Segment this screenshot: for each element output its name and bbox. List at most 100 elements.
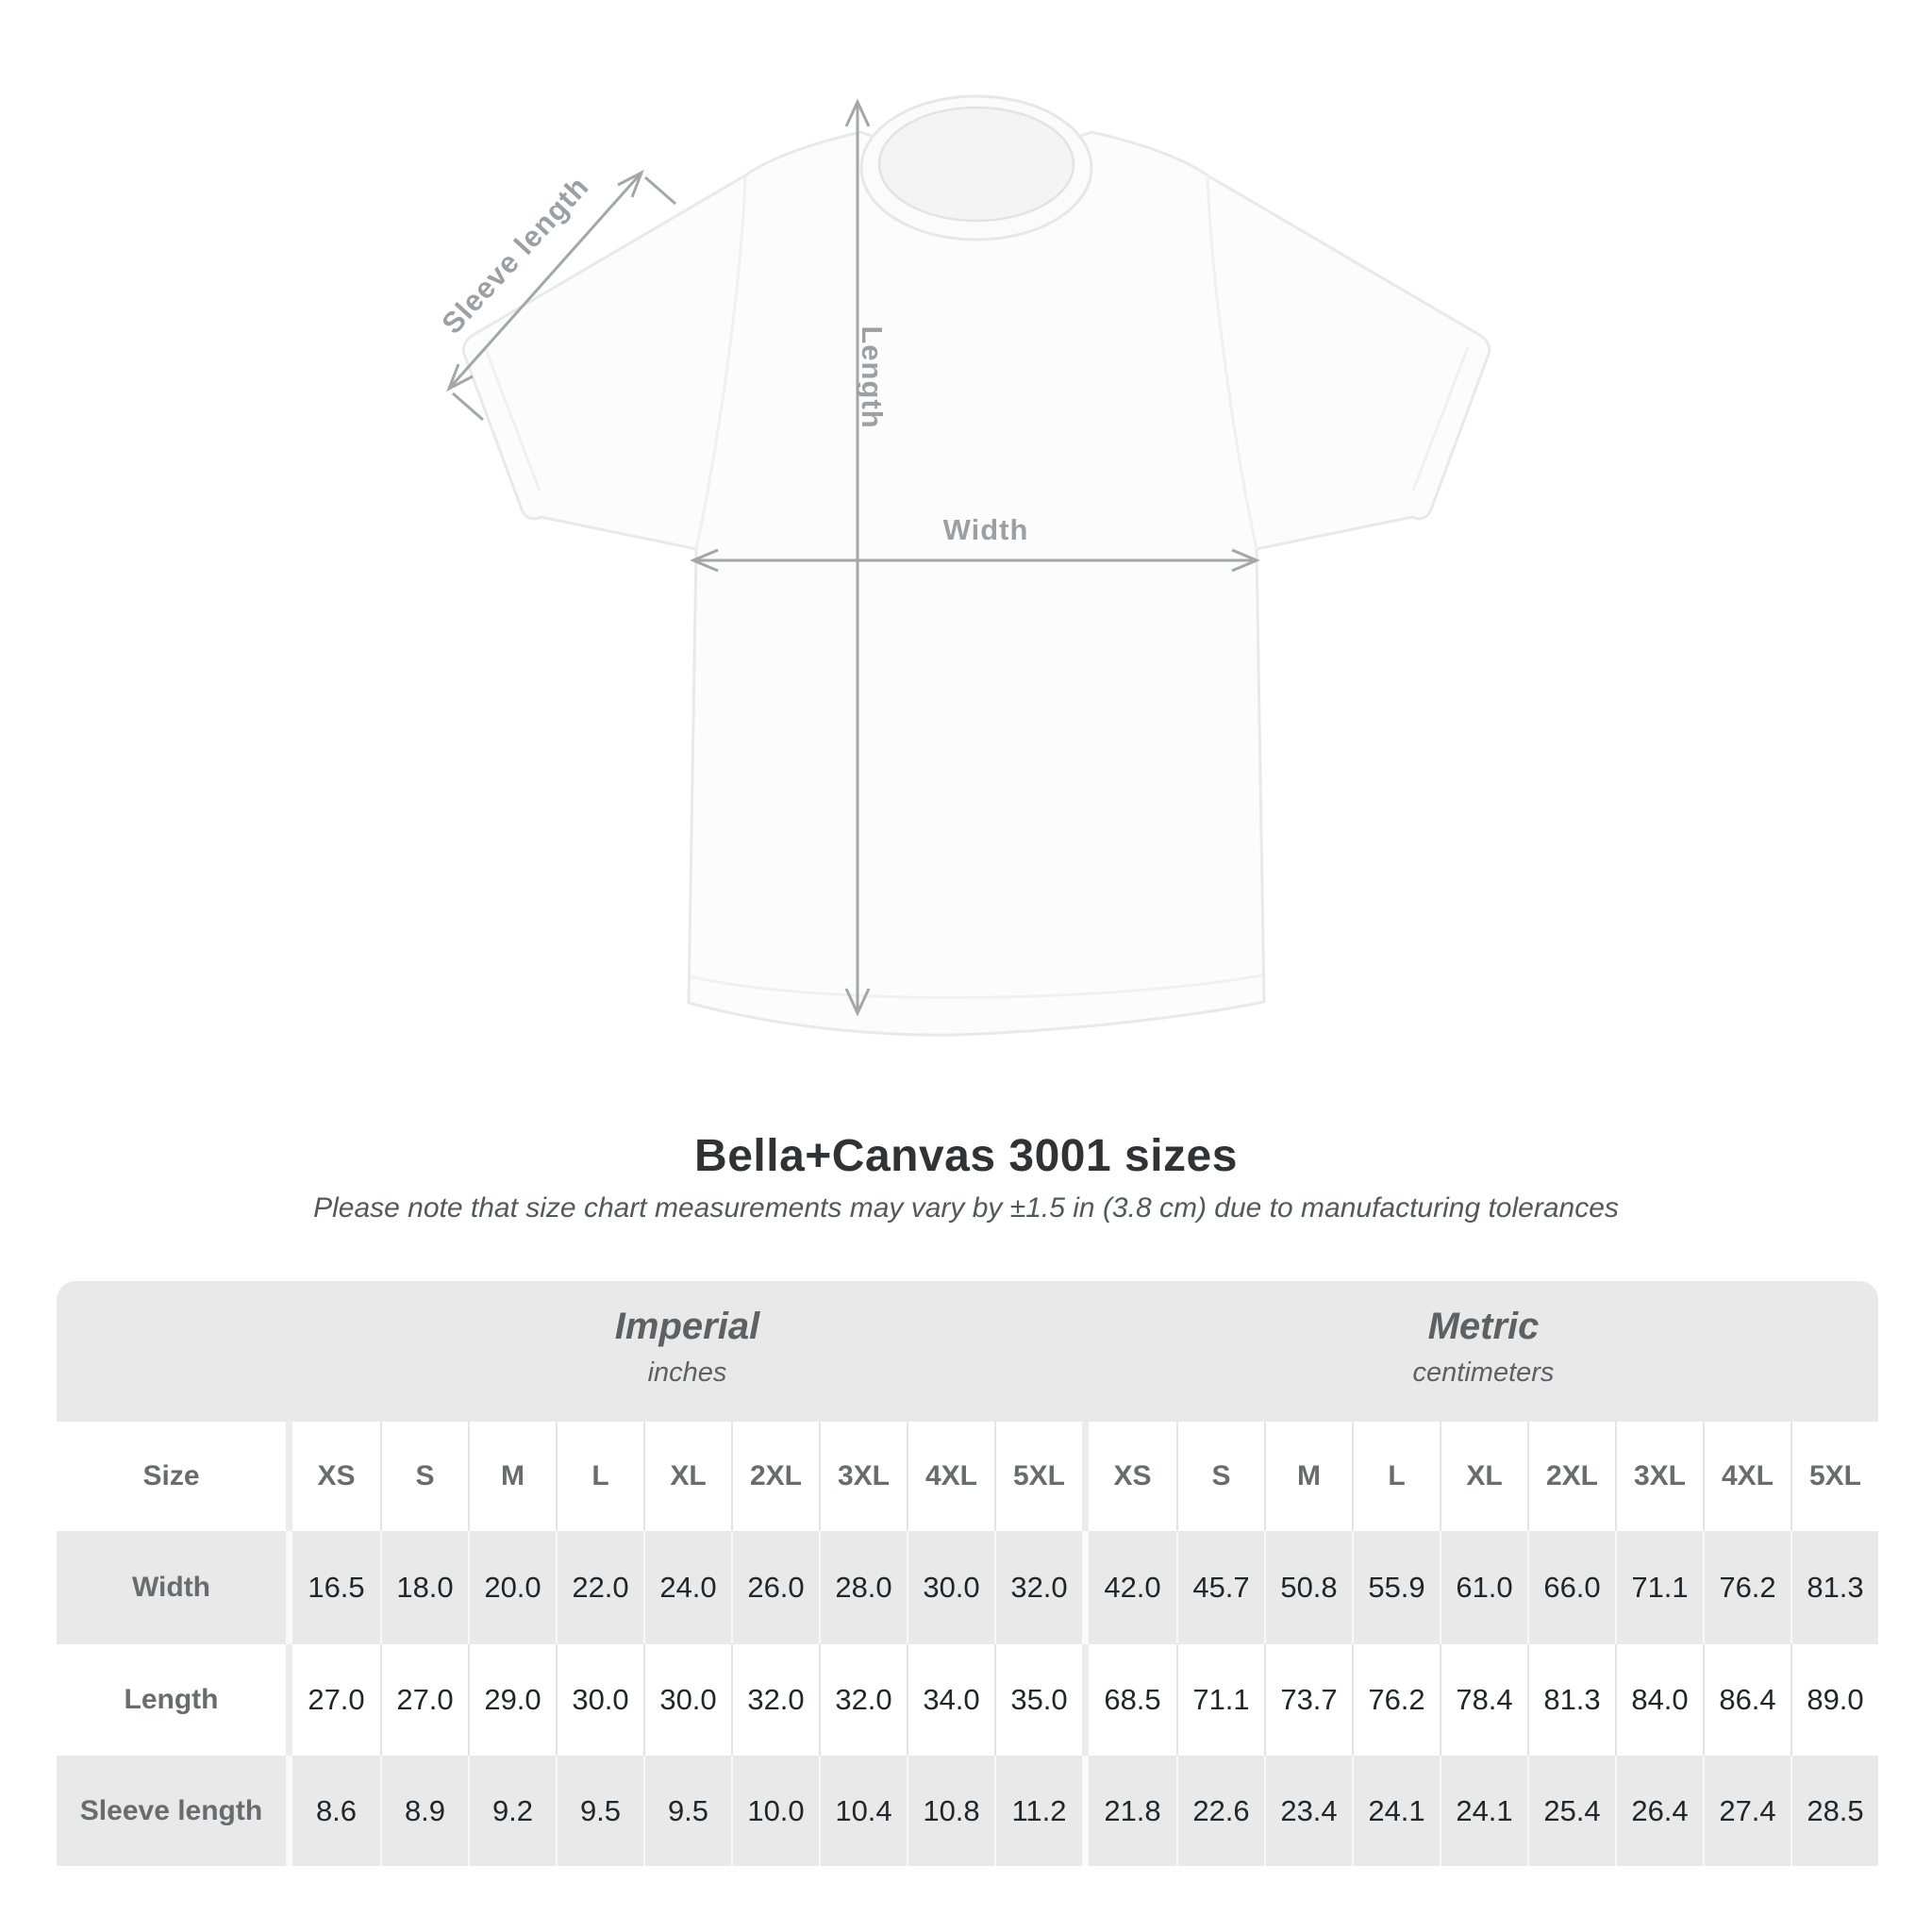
length-imperial-value: 29.0 xyxy=(468,1644,556,1756)
width-metric-value: 55.9 xyxy=(1352,1531,1440,1644)
sleeve-imperial-value: 9.2 xyxy=(468,1756,556,1866)
group-gap xyxy=(1082,1422,1089,1531)
size-header-imperial-m: M xyxy=(468,1422,556,1531)
tshirt-measurement-diagram: Sleeve length Length Width xyxy=(435,94,1491,1037)
length-imperial-value: 32.0 xyxy=(731,1644,819,1756)
sleeve-metric-value: 23.4 xyxy=(1264,1756,1352,1866)
width-metric-value: 45.7 xyxy=(1176,1531,1264,1644)
width-row-label: Width xyxy=(131,1572,211,1603)
width-imperial-value: 20.0 xyxy=(468,1531,556,1644)
size-header-metric-s: S xyxy=(1176,1422,1264,1531)
size-header-row: Size XS S M L XL 2XL 3XL 4XL 5XL XS S M … xyxy=(57,1422,1878,1531)
group-gap xyxy=(1082,1756,1089,1866)
tolerance-note: Please note that size chart measurements… xyxy=(313,1192,1619,1224)
tshirt-body xyxy=(461,130,1491,1037)
imperial-group-name: Imperial xyxy=(614,1306,760,1347)
sleeve-imperial-value: 8.6 xyxy=(315,1793,358,1827)
metric-group-unit: centimeters xyxy=(1412,1357,1555,1388)
size-header-metric-4xl: 4XL xyxy=(1703,1422,1790,1531)
group-gap xyxy=(1082,1531,1089,1644)
length-imperial-value: 27.0 xyxy=(380,1644,468,1756)
width-imperial-value: 18.0 xyxy=(380,1531,468,1644)
left-sleeve-hem-seam xyxy=(483,346,541,491)
size-header-metric-xs: XS xyxy=(1113,1460,1152,1491)
unit-group-header-band: Imperial inches Metric centimeters xyxy=(57,1281,1878,1422)
sleeve-imperial-value: 10.4 xyxy=(819,1756,907,1866)
length-imperial-value: 30.0 xyxy=(556,1644,643,1756)
size-header-metric-l: L xyxy=(1352,1422,1440,1531)
width-imperial-value: 16.5 xyxy=(308,1571,365,1604)
length-metric-value: 84.0 xyxy=(1615,1644,1703,1756)
bottom-hem-seam xyxy=(690,974,1263,999)
sleeve-metric-value: 27.4 xyxy=(1703,1756,1790,1866)
metric-group-name: Metric xyxy=(1427,1306,1540,1347)
size-header-metric-5xl: 5XL xyxy=(1790,1422,1878,1531)
size-table: Imperial inches Metric centimeters Size … xyxy=(57,1281,1878,1866)
sleeve-length-arrow xyxy=(446,169,676,422)
length-imperial-value: 27.0 xyxy=(308,1683,365,1716)
width-imperial-value: 28.0 xyxy=(819,1531,907,1644)
sleeve-metric-value: 24.1 xyxy=(1352,1756,1440,1866)
length-row: Length 27.0 27.0 29.0 30.0 30.0 32.0 32.… xyxy=(57,1644,1878,1756)
imperial-group-unit: inches xyxy=(647,1357,727,1388)
right-armhole-seam xyxy=(1206,175,1258,550)
sleeve-length-row-label: Sleeve length xyxy=(79,1794,263,1826)
width-metric-value: 66.0 xyxy=(1527,1531,1615,1644)
length-imperial-value: 35.0 xyxy=(994,1644,1082,1756)
right-sleeve-hem-seam xyxy=(1411,346,1470,491)
size-header-imperial-l: L xyxy=(556,1422,643,1531)
group-gap xyxy=(286,1644,292,1756)
group-gap xyxy=(1082,1644,1089,1756)
length-metric-value: 89.0 xyxy=(1790,1644,1878,1756)
size-header-metric-xl: XL xyxy=(1440,1422,1527,1531)
size-header-imperial-3xl: 3XL xyxy=(819,1422,907,1531)
size-header-metric-m: M xyxy=(1264,1422,1352,1531)
sleeve-metric-value: 28.5 xyxy=(1790,1756,1878,1866)
length-imperial-value: 30.0 xyxy=(643,1644,731,1756)
sleeve-imperial-value: 11.2 xyxy=(994,1756,1082,1866)
size-header-imperial-4xl: 4XL xyxy=(907,1422,994,1531)
length-metric-value: 86.4 xyxy=(1703,1644,1790,1756)
width-metric-value: 71.1 xyxy=(1615,1531,1703,1644)
length-arrow xyxy=(844,98,871,1017)
group-gap xyxy=(286,1756,292,1866)
length-metric-value: 78.4 xyxy=(1440,1644,1527,1756)
sleeve-length-row: Sleeve length 8.6 8.9 9.2 9.5 9.5 10.0 1… xyxy=(57,1756,1878,1866)
width-imperial-value: 22.0 xyxy=(556,1531,643,1644)
width-imperial-value: 30.0 xyxy=(907,1531,994,1644)
length-label: Length xyxy=(856,325,889,428)
width-metric-value: 42.0 xyxy=(1104,1571,1161,1604)
size-header-imperial-xs: XS xyxy=(317,1460,356,1491)
length-metric-value: 73.7 xyxy=(1264,1644,1352,1756)
size-header-metric-3xl: 3XL xyxy=(1615,1422,1703,1531)
size-header-metric-2xl: 2XL xyxy=(1527,1422,1615,1531)
sleeve-metric-value: 26.4 xyxy=(1615,1756,1703,1866)
sleeve-metric-value: 25.4 xyxy=(1527,1756,1615,1866)
size-column-header: Size xyxy=(142,1460,200,1491)
sleeve-metric-value: 22.6 xyxy=(1176,1756,1264,1866)
size-header-imperial-2xl: 2XL xyxy=(731,1422,819,1531)
sleeve-imperial-value: 10.8 xyxy=(907,1756,994,1866)
width-label: Width xyxy=(943,513,1029,546)
sleeve-imperial-value: 9.5 xyxy=(556,1756,643,1866)
width-metric-value: 81.3 xyxy=(1790,1531,1878,1644)
length-imperial-value: 34.0 xyxy=(907,1644,994,1756)
width-metric-value: 50.8 xyxy=(1264,1531,1352,1644)
sleeve-metric-value: 24.1 xyxy=(1440,1756,1527,1866)
length-row-label: Length xyxy=(124,1684,219,1715)
group-gap xyxy=(286,1422,292,1531)
sleeve-imperial-value: 8.9 xyxy=(380,1756,468,1866)
length-metric-value: 76.2 xyxy=(1352,1644,1440,1756)
length-imperial-value: 32.0 xyxy=(819,1644,907,1756)
page-title: Bella+Canvas 3001 sizes xyxy=(694,1131,1238,1181)
sleeve-metric-value: 21.8 xyxy=(1104,1793,1161,1827)
sleeve-imperial-value: 9.5 xyxy=(643,1756,731,1866)
length-metric-value: 68.5 xyxy=(1104,1683,1161,1716)
length-metric-value: 81.3 xyxy=(1527,1644,1615,1756)
imperial-group-header: Imperial inches xyxy=(292,1281,1082,1422)
sleeve-imperial-value: 10.0 xyxy=(731,1756,819,1866)
width-imperial-value: 32.0 xyxy=(994,1531,1082,1644)
size-header-imperial-5xl: 5XL xyxy=(994,1422,1082,1531)
width-arrow xyxy=(690,548,1260,573)
metric-group-header: Metric centimeters xyxy=(1089,1281,1878,1422)
